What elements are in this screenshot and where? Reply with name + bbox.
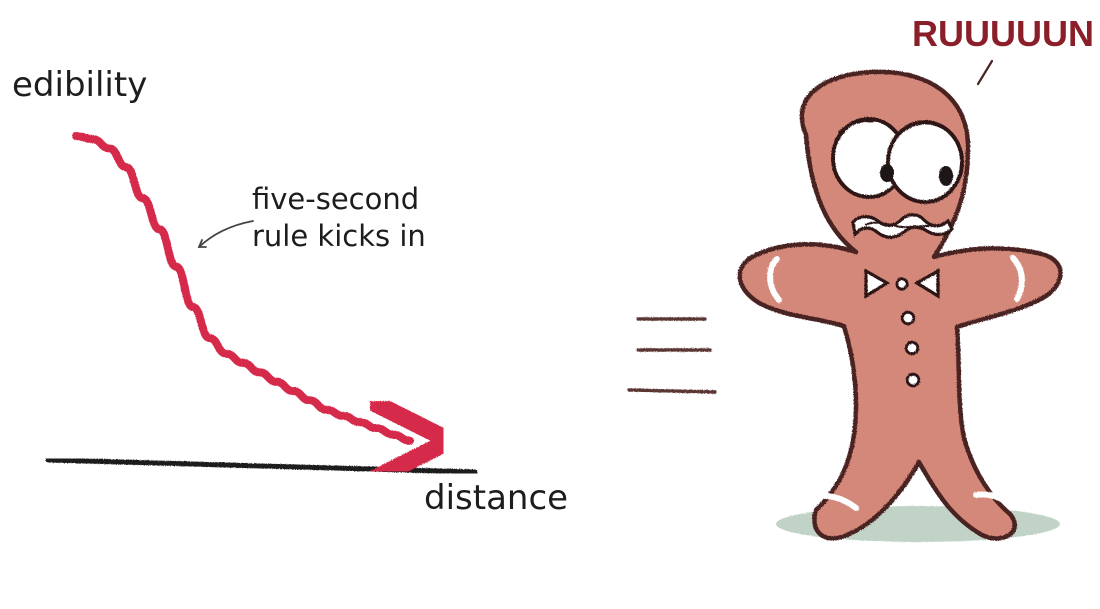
y-axis-label: edibility	[12, 65, 147, 105]
button-1	[900, 310, 916, 326]
mouth-teeth-line	[864, 221, 940, 229]
button-3	[905, 372, 921, 388]
button-2	[904, 340, 920, 356]
speed-lines	[627, 317, 717, 394]
x-axis	[45, 457, 478, 475]
left-pupil	[880, 164, 894, 182]
right-eye	[886, 120, 964, 204]
gingerbread-man-illustration	[737, 69, 1063, 542]
bow-tie-knot	[895, 277, 909, 291]
annotation-arrowhead	[197, 239, 207, 248]
left-eyebrow	[838, 118, 875, 134]
bow-tie	[864, 268, 940, 299]
annotation-line-1: five-second	[252, 182, 419, 216]
left-leg-icing	[811, 493, 859, 511]
right-pupil	[939, 166, 953, 186]
edibility-distance-chart: edibility distance five-second rule kick…	[12, 65, 568, 518]
right-arm-icing	[1010, 255, 1025, 302]
right-leg-icing	[973, 491, 1014, 509]
annotation-line-2: rule kicks in	[252, 219, 426, 253]
speech-text: RUUUUUN	[912, 13, 1094, 54]
x-axis-label: distance	[424, 478, 568, 518]
annotation-arrow	[198, 220, 254, 248]
speed-line-3	[627, 388, 717, 394]
chart-series-layer	[72, 132, 410, 441]
right-eyebrow	[905, 121, 946, 130]
edibility-line	[72, 132, 410, 441]
speech-tick	[976, 59, 994, 86]
left-arm-icing	[767, 256, 782, 303]
five-second-annotation: five-second rule kicks in	[197, 182, 426, 253]
